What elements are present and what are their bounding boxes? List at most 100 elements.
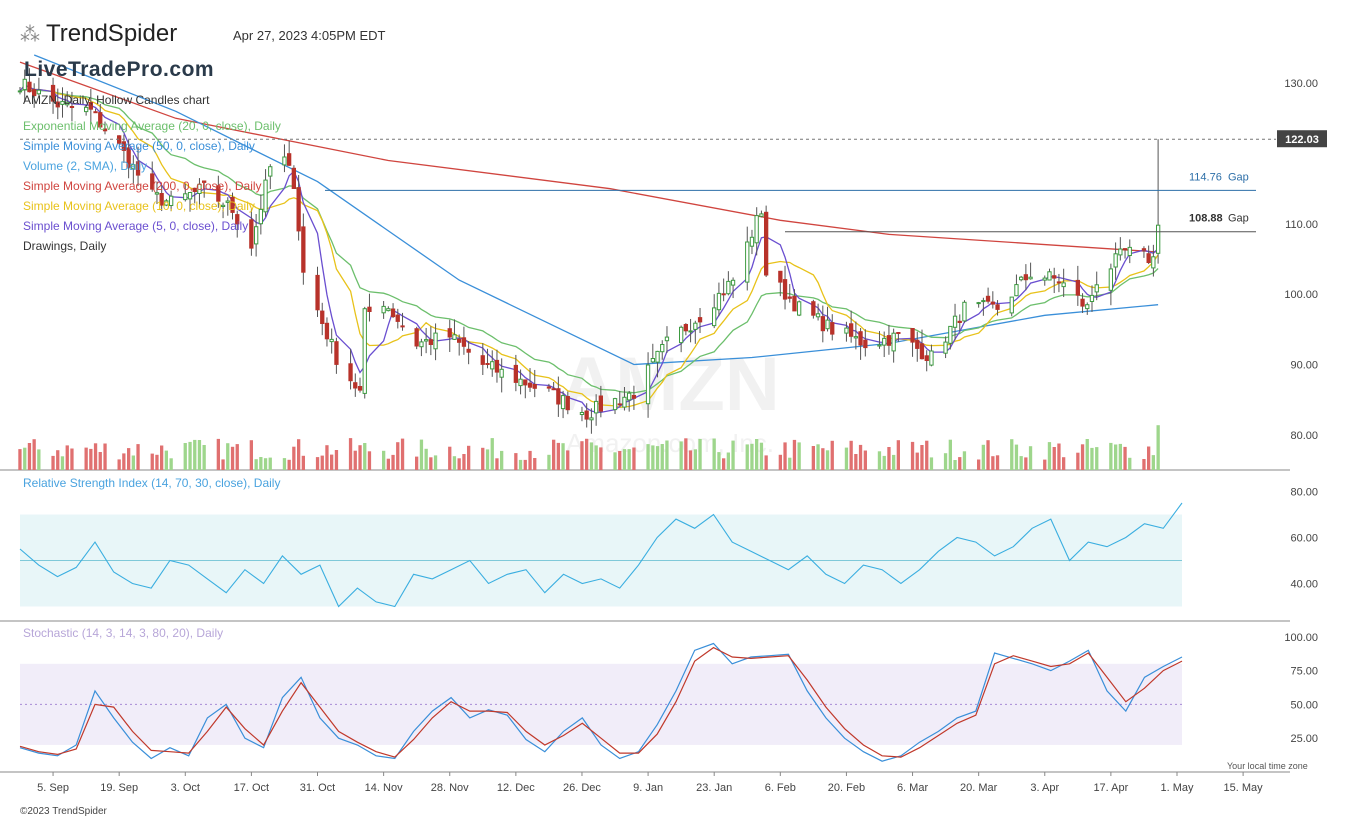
volume-bar bbox=[977, 459, 981, 470]
candle-body bbox=[121, 141, 126, 151]
volume-bar bbox=[528, 450, 532, 470]
candle-body bbox=[886, 335, 892, 346]
candle-body bbox=[730, 279, 736, 286]
candle-body bbox=[126, 147, 131, 168]
volume-bar bbox=[910, 441, 915, 470]
volume-bar bbox=[1014, 444, 1019, 470]
volume-bar bbox=[358, 445, 362, 470]
volume-bar bbox=[580, 441, 584, 470]
candle-body bbox=[282, 156, 287, 166]
candle-body bbox=[381, 305, 386, 314]
volume-bar bbox=[759, 442, 764, 470]
legend-item: Simple Moving Average (10, 0, close), Da… bbox=[23, 199, 255, 213]
candle-body bbox=[400, 325, 405, 328]
candle-body bbox=[1061, 282, 1066, 288]
candle-body bbox=[1113, 253, 1118, 268]
candle-body bbox=[664, 336, 670, 342]
candle-body bbox=[27, 81, 32, 93]
volume-bar bbox=[221, 459, 225, 470]
volume-bar bbox=[830, 440, 834, 470]
candle-body bbox=[249, 219, 254, 249]
volume-bar bbox=[386, 458, 390, 470]
volume-bar bbox=[556, 442, 560, 470]
candle-body bbox=[1042, 277, 1047, 281]
volume-bar bbox=[500, 450, 504, 470]
ema20-line bbox=[19, 89, 1159, 394]
volume-bar bbox=[103, 443, 107, 470]
rsi-line bbox=[19, 502, 1183, 608]
volume-bar bbox=[660, 444, 664, 470]
volume-bar bbox=[651, 445, 655, 470]
volume-bar bbox=[863, 450, 867, 470]
candle-body bbox=[258, 208, 264, 225]
candle-body bbox=[69, 106, 75, 108]
volume-bar bbox=[51, 455, 55, 470]
volume-bar bbox=[27, 443, 32, 470]
candle-body bbox=[910, 328, 915, 343]
volume-bar bbox=[991, 456, 995, 470]
x-tick-label: 28. Nov bbox=[431, 782, 469, 794]
price-tick-label: 80.00 bbox=[1290, 430, 1318, 442]
candle-body bbox=[830, 322, 835, 335]
volume-bar bbox=[164, 450, 168, 470]
candle-body bbox=[518, 378, 523, 387]
candle-body bbox=[499, 368, 504, 378]
candle-body bbox=[825, 319, 830, 330]
x-tick-label: 12. Dec bbox=[497, 782, 535, 794]
volume-bar bbox=[887, 447, 891, 470]
volume-bar bbox=[750, 443, 754, 470]
volume-bar bbox=[93, 443, 98, 470]
stochastic-tick-label: 75.00 bbox=[1290, 666, 1318, 678]
symbol-title: AMZN, Daily, Hollow Candles chart bbox=[23, 93, 210, 107]
volume-bar bbox=[929, 457, 934, 470]
volume-bar bbox=[712, 438, 716, 470]
candle-body bbox=[1009, 296, 1014, 314]
volume-bar bbox=[755, 439, 759, 470]
candle-body bbox=[726, 280, 731, 295]
candle-body bbox=[1080, 298, 1085, 307]
volume-bar bbox=[816, 444, 820, 470]
volume-bar bbox=[150, 453, 154, 470]
volume-bar bbox=[1052, 447, 1056, 470]
candle-body bbox=[565, 396, 570, 411]
volume-bar bbox=[160, 445, 164, 470]
volume-bar bbox=[462, 454, 466, 470]
candle-body bbox=[660, 344, 665, 353]
volume-bar bbox=[433, 455, 438, 470]
candle-body bbox=[357, 386, 363, 391]
gap-lower-word: Gap bbox=[1228, 213, 1249, 225]
last-price-tag bbox=[1277, 130, 1327, 148]
volume-bar bbox=[391, 454, 395, 470]
candle-body bbox=[759, 213, 764, 217]
candle-body bbox=[466, 348, 471, 353]
x-tick-label: 5. Sep bbox=[37, 782, 69, 794]
candle-body bbox=[721, 293, 726, 296]
volume-bar bbox=[429, 457, 433, 470]
volume-bar bbox=[1076, 452, 1080, 470]
volume-bar bbox=[1156, 425, 1160, 470]
volume-bar bbox=[230, 446, 235, 470]
candle-body bbox=[948, 325, 953, 344]
volume-bar bbox=[490, 438, 494, 470]
volume-bar bbox=[268, 457, 272, 470]
rsi-title: Relative Strength Index (14, 70, 30, clo… bbox=[23, 476, 281, 490]
volume-bar bbox=[948, 439, 952, 470]
candle-body bbox=[749, 236, 755, 247]
candle-body bbox=[1085, 304, 1090, 310]
volume-bar bbox=[56, 450, 60, 470]
x-tick-label: 26. Dec bbox=[563, 782, 601, 794]
volume-bar bbox=[367, 451, 372, 470]
candle-body bbox=[183, 193, 188, 201]
candle-body bbox=[754, 215, 759, 244]
candle-body bbox=[546, 386, 552, 389]
volume-bar bbox=[1090, 447, 1094, 470]
candle-body bbox=[135, 161, 141, 176]
volume-bar bbox=[297, 439, 301, 470]
candle-body bbox=[556, 388, 561, 405]
candle-body bbox=[919, 343, 925, 360]
x-tick-label: 9. Jan bbox=[633, 782, 663, 794]
volume-bar bbox=[37, 449, 41, 470]
candle-body bbox=[513, 364, 519, 383]
x-tick-label: 1. May bbox=[1160, 782, 1194, 794]
candle-body bbox=[235, 214, 240, 225]
